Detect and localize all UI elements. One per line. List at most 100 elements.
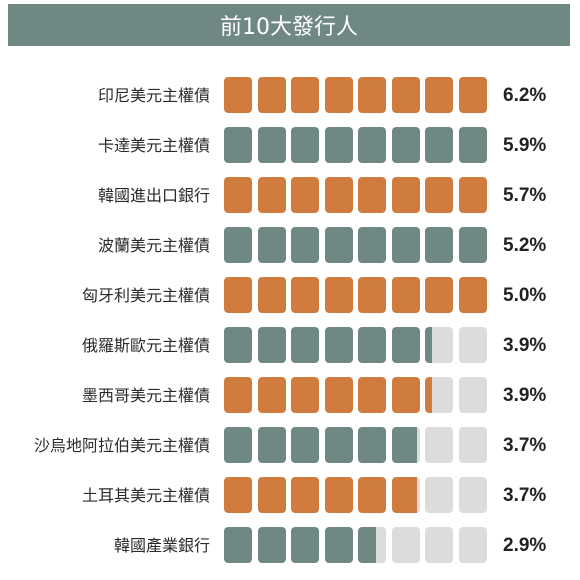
bar-cell bbox=[291, 477, 319, 513]
bar-fill bbox=[425, 227, 453, 263]
bar-fill bbox=[391, 227, 420, 263]
bar-fill bbox=[391, 477, 418, 513]
bar-fill bbox=[257, 327, 286, 363]
bar-cell bbox=[358, 227, 386, 263]
bar-fill bbox=[291, 77, 319, 113]
bar-fill bbox=[425, 377, 432, 413]
category-label: 匈牙利美元主權債 bbox=[81, 286, 210, 305]
bar-fill bbox=[324, 227, 353, 263]
bar-cell bbox=[458, 327, 487, 363]
bar-cell bbox=[291, 177, 319, 213]
bar-fill bbox=[324, 477, 353, 513]
bar-cell bbox=[257, 327, 286, 363]
bar-fill bbox=[224, 127, 252, 163]
bar-cell bbox=[358, 77, 386, 113]
bar-cell bbox=[291, 377, 319, 413]
bar-fill bbox=[257, 127, 286, 163]
bar-cell bbox=[358, 477, 386, 513]
bar-fill bbox=[291, 127, 319, 163]
bar-fill bbox=[291, 177, 319, 213]
bar-fill bbox=[224, 227, 252, 263]
bar-fill bbox=[425, 77, 453, 113]
bar-fill bbox=[224, 177, 252, 213]
table-row: 墨西哥美元主權債 3.9% bbox=[0, 377, 580, 415]
table-row: 沙烏地阿拉伯美元主權債 3.7% bbox=[0, 427, 580, 465]
bar-fill bbox=[257, 177, 286, 213]
table-row: 匈牙利美元主權債 5.0% bbox=[0, 277, 580, 315]
bar-fill bbox=[324, 127, 353, 163]
bar-fill bbox=[358, 277, 386, 313]
bar-fill bbox=[224, 427, 252, 463]
bar-cell bbox=[458, 427, 487, 463]
bar-cell bbox=[425, 227, 453, 263]
table-row: 土耳其美元主權債 3.7% bbox=[0, 477, 580, 515]
bar-cell bbox=[425, 327, 453, 363]
bar-cell bbox=[257, 527, 286, 563]
bar-fill bbox=[425, 177, 453, 213]
bar-cell bbox=[291, 227, 319, 263]
bar-fill bbox=[458, 227, 487, 263]
bar-cell bbox=[391, 327, 420, 363]
bar-fill bbox=[257, 527, 286, 563]
bar-cell bbox=[391, 177, 420, 213]
bar-cell bbox=[324, 277, 353, 313]
bar-fill bbox=[391, 127, 420, 163]
bar-fill bbox=[358, 327, 386, 363]
bar-cell bbox=[324, 177, 353, 213]
bar-cell bbox=[358, 527, 386, 563]
bar-fill bbox=[458, 177, 487, 213]
bar-cell bbox=[358, 177, 386, 213]
bar-fill bbox=[324, 377, 353, 413]
bar-cell bbox=[224, 477, 252, 513]
bar-cell bbox=[425, 77, 453, 113]
bar-fill bbox=[458, 127, 487, 163]
bar-cell bbox=[291, 427, 319, 463]
value-label: 5.9% bbox=[503, 135, 547, 156]
bar-fill bbox=[358, 527, 376, 563]
bar-cell bbox=[291, 527, 319, 563]
bar-cell bbox=[391, 477, 420, 513]
bar-fill bbox=[291, 427, 319, 463]
bar-cell bbox=[391, 77, 420, 113]
category-label: 印尼美元主權債 bbox=[97, 86, 210, 105]
bar-cell bbox=[324, 227, 353, 263]
bar-fill bbox=[391, 427, 418, 463]
bar-cell bbox=[257, 77, 286, 113]
bar-cell bbox=[358, 327, 386, 363]
bar-cell bbox=[291, 77, 319, 113]
bar-cell bbox=[358, 427, 386, 463]
bar-fill bbox=[224, 277, 252, 313]
bar-cell bbox=[391, 227, 420, 263]
bar-fill bbox=[358, 177, 386, 213]
bar-cell bbox=[458, 227, 487, 263]
value-label: 3.9% bbox=[503, 385, 547, 406]
bar-fill bbox=[224, 527, 252, 563]
bar-fill bbox=[291, 477, 319, 513]
bar-cell bbox=[257, 127, 286, 163]
bar-cell bbox=[358, 127, 386, 163]
bar-cell bbox=[391, 127, 420, 163]
bar-cell bbox=[257, 177, 286, 213]
value-label: 5.0% bbox=[503, 285, 547, 306]
bar-cell bbox=[257, 227, 286, 263]
bar-cell bbox=[324, 377, 353, 413]
bar-fill bbox=[391, 327, 420, 363]
bar-cell bbox=[291, 277, 319, 313]
bar-fill bbox=[391, 377, 420, 413]
bar-cell bbox=[224, 177, 252, 213]
bar-cell bbox=[324, 527, 353, 563]
bar-fill bbox=[257, 377, 286, 413]
bar-fill bbox=[257, 477, 286, 513]
bar-fill bbox=[257, 77, 286, 113]
value-label: 5.7% bbox=[503, 185, 547, 206]
value-label: 3.7% bbox=[503, 485, 547, 506]
value-label: 5.2% bbox=[503, 235, 547, 256]
table-row: 韓國產業銀行 2.9% bbox=[0, 527, 580, 565]
bar-fill bbox=[358, 127, 386, 163]
bar-fill bbox=[324, 177, 353, 213]
value-label: 3.9% bbox=[503, 335, 547, 356]
bar-fill bbox=[291, 327, 319, 363]
category-label: 墨西哥美元主權債 bbox=[81, 386, 210, 405]
bar-fill bbox=[257, 427, 286, 463]
bar-fill bbox=[425, 327, 432, 363]
